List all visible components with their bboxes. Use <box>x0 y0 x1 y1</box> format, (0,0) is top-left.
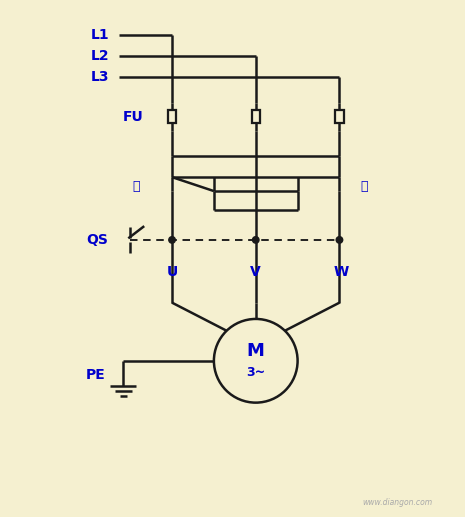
Circle shape <box>169 237 175 243</box>
Circle shape <box>214 319 298 403</box>
Text: PE: PE <box>86 368 106 382</box>
Text: www.diangon.com: www.diangon.com <box>362 498 432 507</box>
Text: QS: QS <box>86 233 108 247</box>
Text: 倒: 倒 <box>360 180 368 193</box>
Bar <box>335 110 344 123</box>
Bar <box>252 110 260 123</box>
Text: U: U <box>166 265 178 280</box>
Text: L2: L2 <box>91 49 109 63</box>
Bar <box>168 110 176 123</box>
Text: 3~: 3~ <box>246 367 266 379</box>
Circle shape <box>336 237 343 243</box>
Text: L1: L1 <box>91 28 109 42</box>
Text: 顺: 顺 <box>133 180 140 193</box>
Text: V: V <box>250 265 261 280</box>
Circle shape <box>252 237 259 243</box>
Text: FU: FU <box>123 110 144 124</box>
Text: L3: L3 <box>91 70 109 84</box>
Text: M: M <box>247 342 265 359</box>
Text: W: W <box>334 265 349 280</box>
